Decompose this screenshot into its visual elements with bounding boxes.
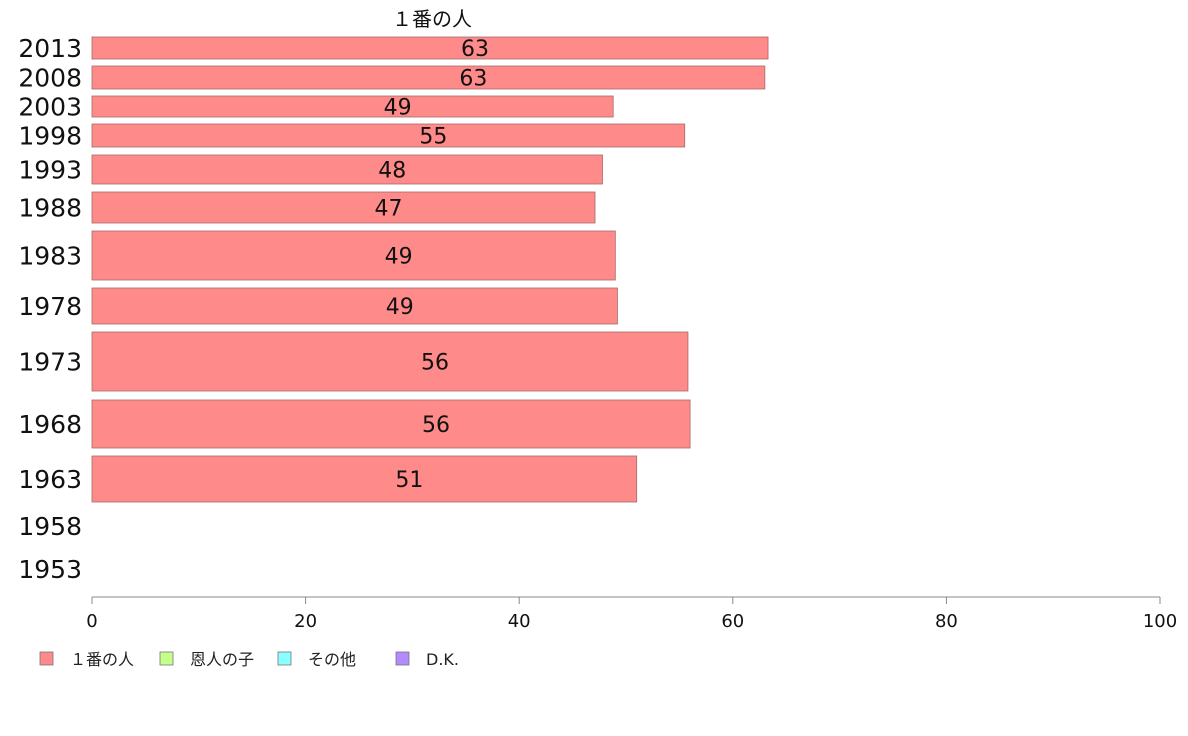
legend-label: 恩人の子 (190, 650, 254, 669)
x-axis: 0 20 40 60 80 100 (86, 596, 1177, 632)
bars-group: 2013 63 2008 63 2003 49 1998 55 1993 48 1988 47 1983… (18, 34, 769, 584)
bar (91, 36, 769, 60)
bar (91, 287, 618, 325)
bar (91, 399, 691, 449)
legend-label: １番の人 (70, 650, 134, 669)
y-tick-label: 1983 (18, 242, 82, 271)
bar-value-label: 49 (384, 96, 412, 121)
x-tick-label: 100 (1143, 611, 1177, 632)
chart-title: １番の人 (392, 7, 472, 31)
bar-value-label: 51 (395, 468, 423, 493)
bar (91, 191, 596, 224)
bar (91, 331, 689, 392)
x-tick-label: 40 (508, 611, 531, 632)
y-tick-label: 1968 (18, 410, 82, 439)
y-tick-label: 1978 (18, 292, 82, 321)
bar-value-label: 63 (461, 37, 489, 62)
x-tick-label: 0 (86, 611, 97, 632)
x-tick-label: 80 (935, 611, 958, 632)
legend-swatch (395, 651, 410, 666)
y-tick-label: 1998 (18, 122, 82, 151)
bar-value-label: 56 (421, 351, 449, 376)
bar-value-label: 56 (422, 413, 450, 438)
legend-swatch (159, 651, 174, 666)
y-tick-label: 1958 (18, 512, 82, 541)
bar (91, 154, 603, 185)
legend-swatch (277, 651, 292, 666)
x-tick-label: 20 (294, 611, 317, 632)
y-tick-label: 2003 (18, 93, 82, 122)
legend-swatch (39, 651, 54, 666)
bar-value-label: 48 (378, 159, 406, 184)
bar (91, 95, 614, 118)
bar (91, 65, 766, 90)
bar-value-label: 47 (375, 197, 403, 222)
y-tick-label: 2008 (18, 64, 82, 93)
bar (91, 123, 686, 148)
y-tick-label: 1988 (18, 194, 82, 223)
x-tick-label: 60 (721, 611, 744, 632)
bar-value-label: 49 (385, 245, 413, 270)
y-tick-label: 1973 (18, 348, 82, 377)
y-tick-label: 1993 (18, 156, 82, 185)
y-tick-label: 1963 (18, 465, 82, 494)
legend-label: D.K. (426, 650, 459, 669)
bar-value-label: 63 (459, 67, 487, 92)
y-tick-label: 2013 (18, 34, 82, 63)
legend-label: その他 (308, 650, 356, 669)
bar-value-label: 49 (386, 295, 414, 320)
bar-value-label: 55 (419, 125, 447, 150)
bar (91, 455, 638, 503)
y-tick-label: 1953 (18, 555, 82, 584)
bar (91, 230, 616, 281)
legend: １番の人 恩人の子 その他 D.K. (39, 650, 459, 669)
